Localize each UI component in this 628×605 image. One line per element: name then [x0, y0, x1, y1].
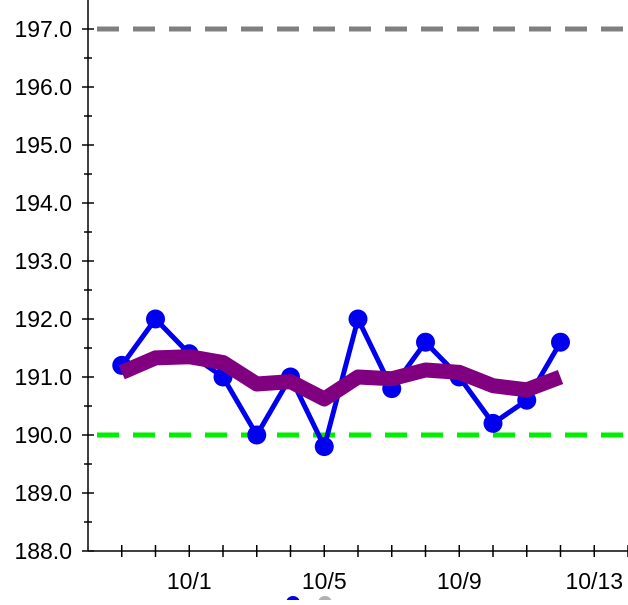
- axes: 188.0 189.0 190.0 191.0 192.0 193.0 194.0 195.0…: [14, 0, 628, 594]
- series-1-line: [118, 349, 564, 407]
- series-0-point: [314, 437, 334, 457]
- y-tick-label: 196.0: [14, 74, 72, 100]
- x-tick-label: 10/5: [302, 568, 347, 594]
- legend-marker-1: [318, 596, 332, 605]
- series-layer: [112, 309, 570, 457]
- y-tick-label: 195.0: [14, 132, 72, 158]
- series-0-point: [247, 425, 267, 445]
- x-tick-label: 10/9: [437, 568, 482, 594]
- x-tick-label: 10/1: [167, 568, 212, 594]
- legend: [286, 596, 332, 605]
- series-0-point: [551, 332, 570, 352]
- y-tick-label: 188.0: [14, 538, 72, 564]
- y-tick-label: 197.0: [14, 16, 72, 42]
- y-tick-label: 192.0: [14, 306, 72, 332]
- y-tick-label: 189.0: [14, 480, 72, 506]
- legend-marker-0: [286, 596, 300, 605]
- series-0-point: [146, 309, 165, 329]
- y-tick-label: 190.0: [14, 422, 72, 448]
- series-0-point: [416, 332, 435, 352]
- x-tick-label: 10/13: [565, 568, 623, 594]
- series-0-point: [483, 413, 503, 433]
- y-tick-label: 193.0: [14, 248, 72, 274]
- y-tick-label: 191.0: [14, 364, 72, 390]
- reference-lines: [97, 26, 628, 438]
- y-tick-label: 194.0: [14, 190, 72, 216]
- series-0-point: [348, 309, 368, 329]
